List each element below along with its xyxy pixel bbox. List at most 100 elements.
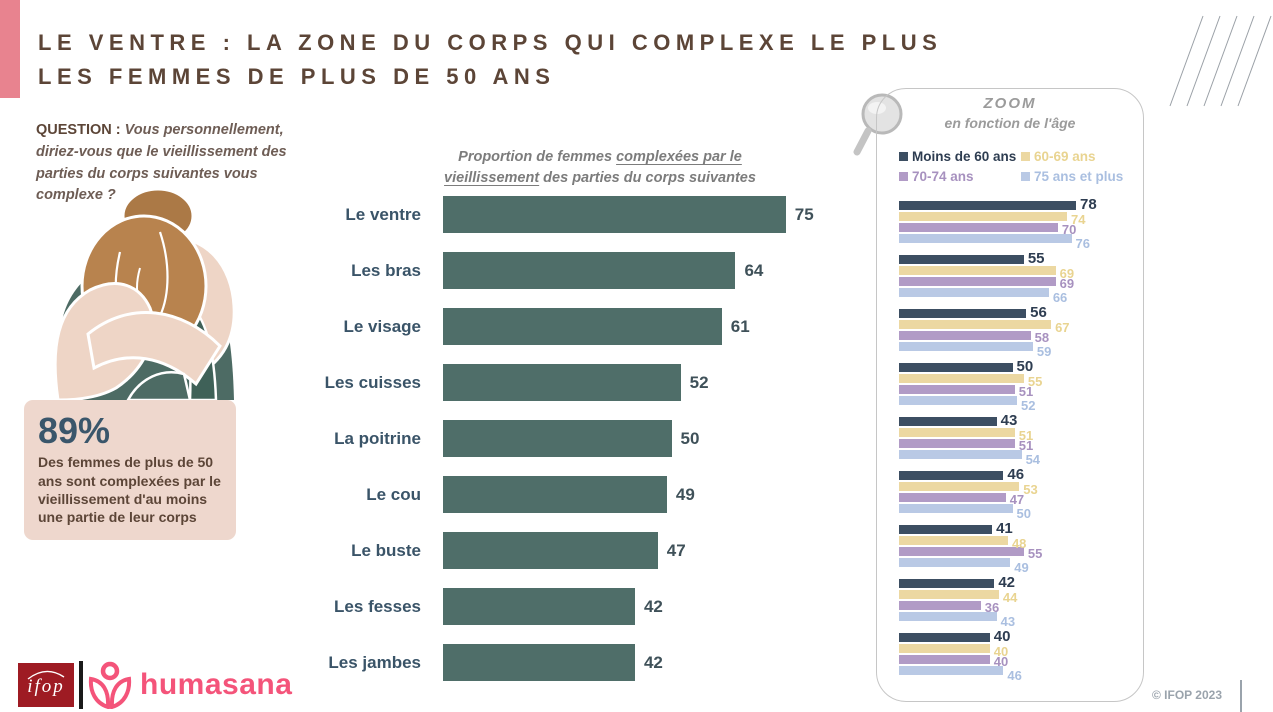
zoom-bar-row: 74	[899, 212, 1097, 226]
value-label: 75	[794, 204, 814, 224]
zoom-panel-subtitle: en fonction de l'âge	[944, 115, 1076, 132]
zoom-bar-group: 42 44 36 43	[899, 574, 1097, 628]
value-label: 58	[1034, 330, 1050, 345]
value-label: 40	[993, 644, 1009, 659]
value-label: 41	[996, 520, 1013, 537]
main-chart-row: Les fesses 42	[311, 588, 814, 625]
legend-item: 75 ans et plus	[1021, 169, 1125, 184]
bar	[899, 363, 1013, 372]
value-label: 36	[984, 600, 1000, 615]
value-label: 47	[666, 540, 686, 560]
humasana-logo-label: humasana	[140, 668, 293, 701]
zoom-bar-row: 36	[899, 600, 1097, 615]
main-chart-title-underline1: complexées par le	[616, 149, 742, 165]
zoom-bar-group: 78 74 70 76	[899, 196, 1097, 250]
main-chart-title-post: des parties du corps suivantes	[539, 170, 756, 187]
bar	[443, 588, 635, 625]
ifop-logo: ifop	[18, 663, 74, 707]
value-label: 67	[1055, 320, 1070, 335]
accent-bar	[0, 0, 20, 98]
value-label: 56	[1030, 304, 1047, 321]
zoom-bar-row: 53	[899, 482, 1097, 497]
zoom-bar-row: 43	[899, 612, 1097, 628]
zoom-bar-row: 50	[899, 358, 1097, 375]
zoom-panel-title: ZOOM en fonction de l'âge	[877, 94, 1143, 133]
zoom-bar-row: 40	[899, 644, 1097, 659]
zoom-bar-row: 56	[899, 304, 1097, 321]
legend-swatch	[899, 172, 908, 181]
bar	[899, 525, 993, 534]
main-chart-row: La poitrine 50	[311, 420, 814, 457]
value-label: 50	[1016, 358, 1034, 375]
zoom-bar-row: 48	[899, 536, 1097, 550]
legend-swatch	[899, 152, 908, 161]
category-label: Le visage	[343, 316, 422, 336]
legend-label: Moins de 60 ans	[912, 149, 1017, 164]
bar	[899, 342, 1033, 351]
bar	[899, 212, 1067, 221]
zoom-bar-row: 42	[899, 574, 1097, 591]
bar	[899, 450, 1022, 459]
bar	[899, 320, 1052, 329]
main-chart-row: Le ventre 75	[311, 196, 814, 233]
bar	[899, 331, 1031, 340]
bar	[899, 558, 1011, 567]
legend-item: Moins de 60 ans	[899, 149, 1021, 164]
bar	[899, 266, 1056, 275]
value-label: 55	[1027, 250, 1045, 267]
value-label: 55	[1027, 546, 1043, 561]
main-chart-rows: Le ventre 75 Les bras 64 Le visage 61 Les cuis…	[311, 196, 814, 700]
bar	[899, 385, 1015, 394]
bar	[899, 439, 1015, 448]
zoom-bar-row: 46	[899, 666, 1097, 682]
value-label: 50	[1016, 506, 1031, 521]
bar	[443, 532, 658, 569]
value-label: 55	[1027, 374, 1043, 389]
zoom-bar-row: 76	[899, 234, 1097, 250]
value-label: 66	[1052, 290, 1068, 305]
zoom-panel-title-main: ZOOM	[983, 95, 1037, 112]
bar	[899, 396, 1018, 405]
bar	[899, 644, 990, 653]
zoom-bar-row: 67	[899, 320, 1097, 335]
bar	[899, 493, 1006, 502]
zoom-groups: 78 74 70 76 55 69 69 66 56 67 58 59 50 55 51 52 43 51 51 54…	[899, 196, 1097, 687]
bar	[899, 536, 1008, 545]
bar	[899, 288, 1049, 297]
value-label: 42	[643, 596, 663, 616]
zoom-bar-row: 58	[899, 330, 1097, 345]
value-label: 42	[998, 574, 1016, 591]
woman-illustration	[53, 187, 236, 400]
footer-divider	[79, 661, 83, 709]
zoom-bar-row: 70	[899, 222, 1097, 237]
zoom-bar-row: 69	[899, 277, 1097, 290]
value-label: 47	[1009, 492, 1025, 507]
zoom-bar-group: 55 69 69 66	[899, 250, 1097, 304]
zoom-bar-row: 66	[899, 288, 1097, 304]
value-label: 69	[1059, 266, 1075, 281]
bar	[899, 482, 1020, 491]
bar	[443, 644, 635, 681]
value-label: 61	[730, 316, 750, 336]
copyright-divider-line	[1240, 680, 1242, 712]
value-label: 78	[1080, 196, 1097, 213]
value-label: 51	[1018, 428, 1034, 443]
zoom-bar-row: 49	[899, 558, 1097, 574]
zoom-bar-row: 54	[899, 450, 1097, 466]
bar	[899, 601, 981, 610]
bar	[899, 374, 1024, 383]
value-label: 54	[1025, 452, 1041, 467]
zoom-bar-row: 50	[899, 504, 1097, 520]
zoom-bar-group: 41 48 55 49	[899, 520, 1097, 574]
zoom-bar-row: 51	[899, 385, 1097, 398]
bar	[899, 234, 1072, 243]
value-label: 53	[1023, 482, 1038, 497]
bar	[899, 547, 1024, 556]
bar	[899, 666, 1004, 675]
value-label: 44	[1002, 590, 1018, 605]
zoom-bar-row: 78	[899, 196, 1097, 213]
value-label: 59	[1036, 344, 1052, 359]
value-label: 46	[1007, 668, 1022, 683]
value-label: 70	[1061, 222, 1077, 237]
zoom-bar-row: 69	[899, 266, 1097, 281]
